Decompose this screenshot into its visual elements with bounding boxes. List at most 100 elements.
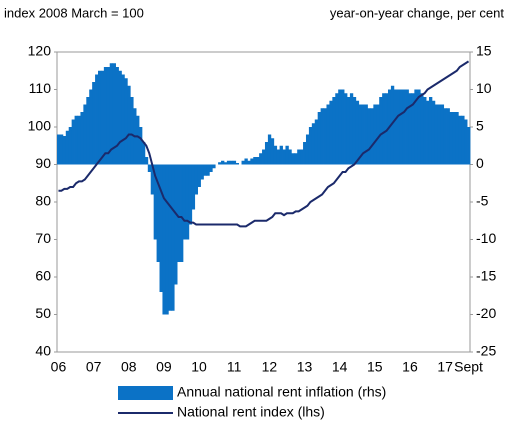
bar bbox=[311, 123, 316, 165]
bar bbox=[118, 70, 122, 165]
bar bbox=[197, 164, 201, 187]
bar bbox=[226, 160, 231, 165]
bar bbox=[332, 97, 336, 165]
bar bbox=[115, 67, 119, 165]
bar bbox=[449, 112, 453, 165]
bar bbox=[352, 97, 357, 165]
y-tick-label: 100 bbox=[28, 118, 52, 134]
bar bbox=[452, 112, 456, 165]
bar bbox=[127, 85, 131, 165]
y2-axis-label: year-on-year change, per cent bbox=[330, 5, 505, 20]
bar bbox=[338, 89, 342, 165]
bar bbox=[77, 115, 81, 165]
x-tick-label: 17 bbox=[437, 359, 453, 375]
bar bbox=[168, 164, 172, 311]
bar bbox=[264, 142, 269, 165]
bar bbox=[109, 63, 114, 165]
bar bbox=[80, 112, 84, 165]
y2-tick-label: 15 bbox=[476, 43, 492, 59]
bar bbox=[62, 136, 67, 165]
y2-tick-label: 10 bbox=[476, 80, 492, 96]
bar bbox=[279, 145, 283, 165]
y2-tick-label: 5 bbox=[476, 118, 484, 134]
bar bbox=[303, 142, 307, 165]
x-tick-label: 07 bbox=[86, 359, 102, 375]
bar bbox=[229, 160, 234, 165]
bar bbox=[270, 138, 275, 165]
y2-tick-label: -5 bbox=[476, 193, 489, 209]
bar bbox=[100, 70, 105, 165]
bar bbox=[373, 104, 377, 165]
bar bbox=[423, 97, 427, 165]
bar bbox=[209, 164, 213, 172]
x-tick-label: 16 bbox=[402, 359, 418, 375]
bar bbox=[317, 112, 322, 165]
x-tick-label: 14 bbox=[332, 359, 348, 375]
y-tick-label: 60 bbox=[35, 268, 51, 284]
y-axis-label: index 2008 March = 100 bbox=[4, 5, 144, 20]
x-tick-label: 15 bbox=[367, 359, 383, 375]
bar bbox=[244, 158, 248, 165]
bar bbox=[291, 153, 295, 165]
x-tick-label: 10 bbox=[191, 359, 207, 375]
bar bbox=[428, 97, 433, 165]
bar bbox=[393, 89, 398, 165]
y-tick-label: 120 bbox=[28, 43, 52, 59]
bar bbox=[86, 97, 90, 165]
bar bbox=[349, 93, 354, 165]
bar bbox=[329, 100, 333, 165]
bar bbox=[437, 104, 442, 165]
bar bbox=[221, 160, 225, 165]
x-tick-label: 12 bbox=[262, 359, 278, 375]
bar bbox=[153, 164, 157, 240]
bar bbox=[405, 89, 409, 165]
bar bbox=[223, 162, 228, 165]
y2-tick-label: -25 bbox=[476, 343, 496, 359]
bar bbox=[156, 164, 160, 262]
y2-tick-label: -15 bbox=[476, 268, 496, 284]
bar bbox=[83, 104, 87, 165]
bar bbox=[247, 160, 251, 165]
bar bbox=[121, 74, 125, 165]
x-tick-label: Sept bbox=[454, 359, 483, 375]
x-tick-label: 09 bbox=[156, 359, 172, 375]
bar bbox=[382, 93, 386, 165]
bar bbox=[341, 89, 345, 165]
bar bbox=[464, 119, 468, 165]
bar bbox=[165, 164, 169, 315]
x-tick-label: 08 bbox=[121, 359, 137, 375]
x-tick-label: 06 bbox=[51, 359, 67, 375]
bar bbox=[59, 134, 64, 165]
bar bbox=[185, 164, 190, 240]
bar bbox=[420, 93, 424, 165]
bar bbox=[294, 153, 298, 165]
y-tick-label: 40 bbox=[35, 343, 51, 359]
bar bbox=[71, 119, 75, 165]
bar bbox=[379, 97, 383, 165]
bar bbox=[458, 115, 462, 165]
bar bbox=[212, 164, 216, 169]
legend-label: Annual national rent inflation (rhs) bbox=[177, 384, 386, 400]
bar bbox=[305, 134, 310, 165]
bar bbox=[285, 145, 289, 165]
bar bbox=[200, 164, 204, 180]
bar bbox=[390, 85, 395, 165]
bar bbox=[180, 164, 184, 262]
bar bbox=[323, 108, 327, 165]
bar bbox=[276, 149, 281, 165]
bar bbox=[308, 127, 313, 165]
x-tick-label: 13 bbox=[297, 359, 313, 375]
bar bbox=[344, 93, 348, 165]
bar bbox=[144, 157, 149, 165]
bar bbox=[417, 89, 421, 165]
bar bbox=[396, 89, 401, 165]
bar bbox=[253, 157, 257, 165]
bar bbox=[65, 130, 70, 165]
bar bbox=[440, 104, 445, 165]
bar bbox=[320, 108, 324, 165]
bar bbox=[147, 164, 152, 172]
bar bbox=[355, 100, 360, 165]
bar bbox=[124, 78, 128, 165]
bar bbox=[106, 67, 111, 165]
